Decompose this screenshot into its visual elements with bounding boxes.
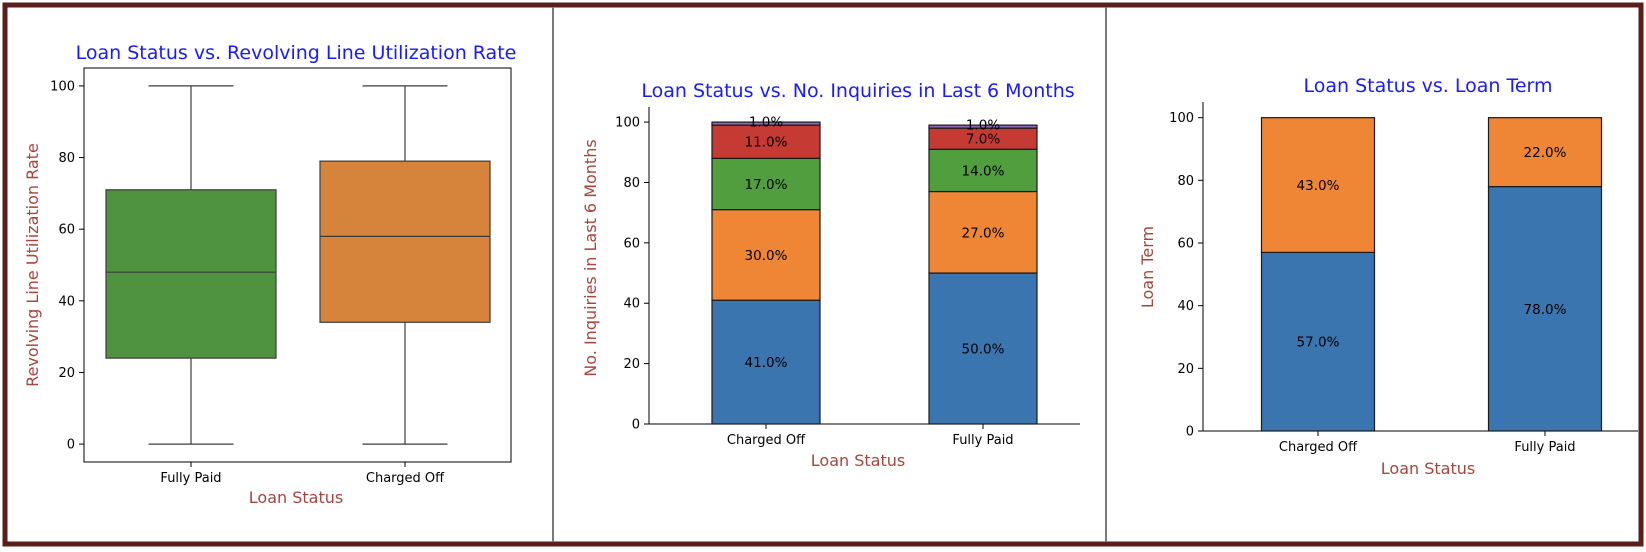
y-tick-label: 80 bbox=[623, 176, 640, 191]
bar-segment bbox=[928, 148, 1038, 193]
data-label: 41.0% bbox=[745, 355, 788, 371]
box-fully-paid bbox=[105, 189, 277, 359]
data-label: 22.0% bbox=[1524, 145, 1567, 161]
data-label: 7.0% bbox=[966, 132, 1000, 148]
inquiries-panel: Loan Status vs. No. Inquiries in Last 6 … bbox=[581, 80, 1080, 470]
data-label: 1.0% bbox=[966, 118, 1000, 134]
bar-segment bbox=[711, 299, 821, 425]
y-tick-label: 40 bbox=[623, 297, 640, 312]
bar-segment bbox=[711, 157, 821, 211]
x-axis-label: Loan Status bbox=[811, 451, 905, 470]
bar-segment bbox=[711, 124, 821, 159]
data-label: 11.0% bbox=[745, 135, 788, 151]
bar-segment bbox=[711, 209, 821, 301]
y-tick-label: 80 bbox=[58, 151, 75, 166]
data-label: 17.0% bbox=[745, 177, 788, 193]
data-label: 50.0% bbox=[962, 342, 1005, 358]
y-tick-label: 20 bbox=[623, 357, 640, 372]
y-tick-label: 0 bbox=[1186, 425, 1194, 440]
bar-segment bbox=[928, 124, 1038, 129]
x-axis-label: Loan Status bbox=[1381, 459, 1475, 478]
data-label: 43.0% bbox=[1297, 178, 1340, 194]
y-tick-label: 100 bbox=[615, 116, 640, 131]
y-tick-label: 0 bbox=[67, 438, 75, 453]
y-tick-label: 20 bbox=[58, 366, 75, 381]
bar-segment bbox=[928, 190, 1038, 274]
x-tick-label: Charged Off bbox=[727, 433, 806, 448]
bar-segment bbox=[711, 121, 821, 126]
bar-segment bbox=[1487, 117, 1603, 188]
x-axis-label: Loan Status bbox=[249, 488, 343, 507]
y-tick-label: 80 bbox=[1177, 174, 1194, 189]
y-tick-label: 100 bbox=[50, 79, 75, 94]
bar-segment bbox=[1487, 186, 1603, 432]
y-tick-label: 40 bbox=[58, 294, 75, 309]
data-label: 1.0% bbox=[749, 115, 783, 131]
chart-title: Loan Status vs. Loan Term bbox=[1303, 75, 1552, 97]
plot-frame bbox=[83, 67, 512, 463]
loan-term-panel: Loan Status vs. Loan Term Loan Status Lo… bbox=[1138, 75, 1638, 478]
x-tick-label: Fully Paid bbox=[952, 433, 1013, 448]
y-axis-label: Revolving Line Utilization Rate bbox=[23, 143, 42, 387]
x-tick-label: Charged Off bbox=[1279, 440, 1358, 455]
x-tick-label: Charged Off bbox=[366, 471, 445, 486]
x-tick-label: Fully Paid bbox=[1514, 440, 1575, 455]
y-tick-label: 60 bbox=[1177, 237, 1194, 252]
data-label: 78.0% bbox=[1524, 302, 1567, 318]
data-label: 14.0% bbox=[962, 163, 1005, 179]
y-tick-label: 60 bbox=[58, 223, 75, 238]
x-tick-label: Fully Paid bbox=[160, 471, 221, 486]
box-charged-off bbox=[319, 160, 491, 323]
y-axis-label: No. Inquiries in Last 6 Months bbox=[581, 139, 600, 376]
y-tick-label: 40 bbox=[1177, 299, 1194, 314]
y-tick-label: 60 bbox=[623, 236, 640, 251]
data-label: 27.0% bbox=[962, 225, 1005, 241]
chart-title: Loan Status vs. Revolving Line Utilizati… bbox=[76, 42, 517, 64]
y-tick-label: 0 bbox=[632, 418, 640, 433]
data-label: 30.0% bbox=[745, 248, 788, 264]
y-axis-label: Loan Term bbox=[1138, 226, 1157, 308]
boxplot-panel: Loan Status vs. Revolving Line Utilizati… bbox=[23, 42, 516, 507]
bar-segment bbox=[1260, 251, 1376, 432]
data-label: 57.0% bbox=[1297, 335, 1340, 351]
y-tick-label: 20 bbox=[1177, 362, 1194, 377]
y-tick-label: 100 bbox=[1169, 111, 1194, 126]
bar-segment bbox=[1260, 117, 1376, 254]
chart-title: Loan Status vs. No. Inquiries in Last 6 … bbox=[641, 80, 1074, 102]
